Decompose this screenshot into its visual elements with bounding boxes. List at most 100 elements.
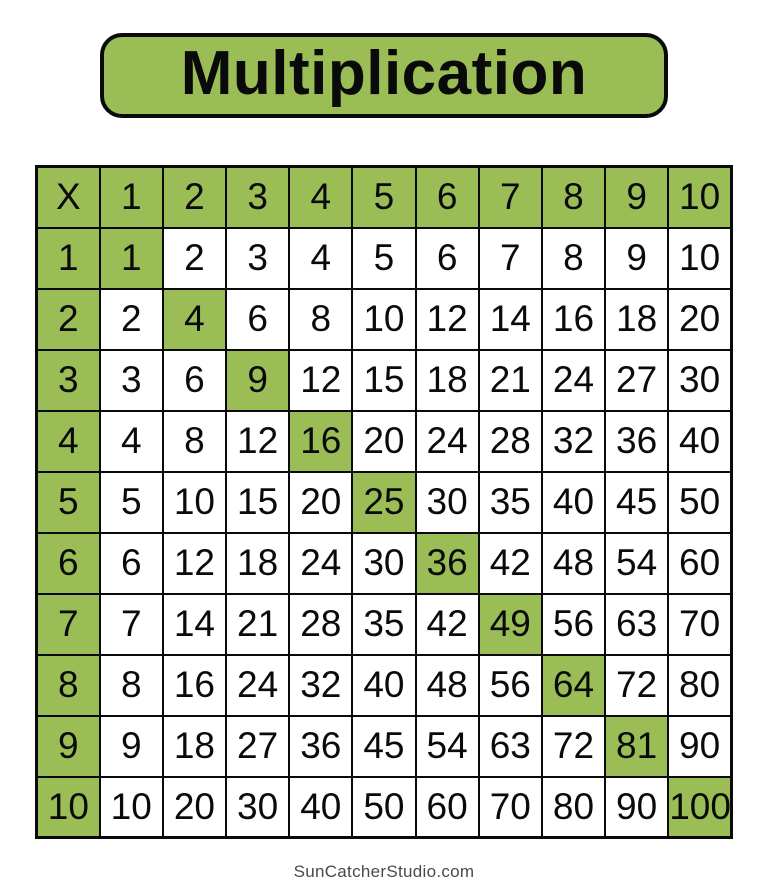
table-row: 5 5 10 15 20 25 30 35 40 45 50: [35, 470, 733, 534]
table-row: 9 9 18 27 36 45 54 63 72 81 90: [35, 714, 733, 778]
table-row: 10 10 20 30 40 50 60 70 80 90 100: [35, 775, 733, 839]
product-cell: 15: [351, 348, 417, 412]
row-header-cell: 5: [35, 470, 101, 534]
table-row: 6 6 12 18 24 30 36 42 48 54 60: [35, 531, 733, 595]
product-cell: 12: [225, 409, 291, 473]
product-cell: 36: [288, 714, 354, 778]
col-header-cell: 9: [604, 165, 670, 229]
product-cell: 48: [414, 653, 480, 717]
product-cell: 18: [414, 348, 480, 412]
product-cell: 14: [161, 592, 228, 656]
product-cell: 32: [288, 653, 354, 717]
table-row: 2 2 4 6 8 10 12 14 16 18 20: [35, 287, 733, 351]
product-cell: 40: [351, 653, 417, 717]
product-cell: 18: [161, 714, 228, 778]
table-row: 7 7 14 21 28 35 42 49 56 63 70: [35, 592, 733, 656]
table-row: 8 8 16 24 32 40 48 56 64 72 80: [35, 653, 733, 717]
product-cell: 9: [98, 714, 164, 778]
square-cell: 81: [604, 714, 670, 778]
product-cell: 3: [225, 226, 291, 290]
product-cell: 30: [225, 775, 291, 839]
product-cell: 72: [604, 653, 670, 717]
product-cell: 20: [667, 287, 733, 351]
col-header-cell: 10: [667, 165, 733, 229]
product-cell: 7: [98, 592, 164, 656]
product-cell: 7: [477, 226, 543, 290]
multiplication-table-body: X 1 2 3 4 5 6 7 8 9 10 1 1 2 3 4 5 6 7 8 9 10 2 2 4 6 8 10 12 14 16 18 2…: [35, 165, 733, 839]
product-cell: 6: [161, 348, 228, 412]
product-cell: 24: [414, 409, 480, 473]
product-cell: 6: [225, 287, 291, 351]
product-cell: 32: [540, 409, 607, 473]
product-cell: 80: [540, 775, 607, 839]
product-cell: 63: [604, 592, 670, 656]
square-cell: 64: [540, 653, 607, 717]
product-cell: 2: [98, 287, 164, 351]
product-cell: 10: [161, 470, 228, 534]
product-cell: 15: [225, 470, 291, 534]
row-header-cell: 9: [35, 714, 101, 778]
product-cell: 45: [351, 714, 417, 778]
product-cell: 20: [351, 409, 417, 473]
product-cell: 35: [477, 470, 543, 534]
product-cell: 56: [540, 592, 607, 656]
product-cell: 12: [288, 348, 354, 412]
product-cell: 70: [667, 592, 733, 656]
product-cell: 70: [477, 775, 543, 839]
product-cell: 60: [667, 531, 733, 595]
table-header-row: X 1 2 3 4 5 6 7 8 9 10: [35, 165, 733, 229]
row-header-cell: 4: [35, 409, 101, 473]
row-header-cell: 1: [35, 226, 101, 290]
page-title: Multiplication: [180, 38, 588, 108]
col-header-cell: 8: [540, 165, 607, 229]
product-cell: 21: [477, 348, 543, 412]
product-cell: 35: [351, 592, 417, 656]
product-cell: 14: [477, 287, 543, 351]
product-cell: 40: [288, 775, 354, 839]
col-header-cell: 6: [414, 165, 480, 229]
product-cell: 72: [540, 714, 607, 778]
square-cell: 1: [98, 226, 164, 290]
row-header-cell: 8: [35, 653, 101, 717]
product-cell: 6: [98, 531, 164, 595]
product-cell: 90: [667, 714, 733, 778]
col-header-cell: 7: [477, 165, 543, 229]
row-header-cell: 6: [35, 531, 101, 595]
product-cell: 2: [161, 226, 228, 290]
row-header-cell: 7: [35, 592, 101, 656]
product-cell: 40: [540, 470, 607, 534]
product-cell: 8: [161, 409, 228, 473]
multiplication-table: X 1 2 3 4 5 6 7 8 9 10 1 1 2 3 4 5 6 7 8 9 10 2 2 4 6 8 10 12 14 16 18 2…: [35, 165, 733, 839]
product-cell: 63: [477, 714, 543, 778]
product-cell: 18: [604, 287, 670, 351]
square-cell: 100: [667, 775, 733, 839]
product-cell: 56: [477, 653, 543, 717]
col-header-cell: 3: [225, 165, 291, 229]
table-row: 3 3 6 9 12 15 18 21 24 27 30: [35, 348, 733, 412]
product-cell: 8: [288, 287, 354, 351]
square-cell: 25: [351, 470, 417, 534]
product-cell: 12: [414, 287, 480, 351]
product-cell: 4: [98, 409, 164, 473]
square-cell: 16: [288, 409, 354, 473]
row-header-cell: 3: [35, 348, 101, 412]
product-cell: 20: [161, 775, 228, 839]
col-header-cell: 1: [98, 165, 164, 229]
product-cell: 24: [540, 348, 607, 412]
product-cell: 27: [225, 714, 291, 778]
product-cell: 45: [604, 470, 670, 534]
product-cell: 10: [667, 226, 733, 290]
product-cell: 5: [98, 470, 164, 534]
product-cell: 24: [288, 531, 354, 595]
table-row: 1 1 2 3 4 5 6 7 8 9 10: [35, 226, 733, 290]
product-cell: 50: [351, 775, 417, 839]
col-header-cell: 4: [288, 165, 354, 229]
footer-credit: SunCatcherStudio.com: [293, 862, 475, 881]
product-cell: 42: [414, 592, 480, 656]
product-cell: 5: [351, 226, 417, 290]
product-cell: 42: [477, 531, 543, 595]
square-cell: 4: [161, 287, 228, 351]
product-cell: 30: [351, 531, 417, 595]
square-cell: 36: [414, 531, 480, 595]
